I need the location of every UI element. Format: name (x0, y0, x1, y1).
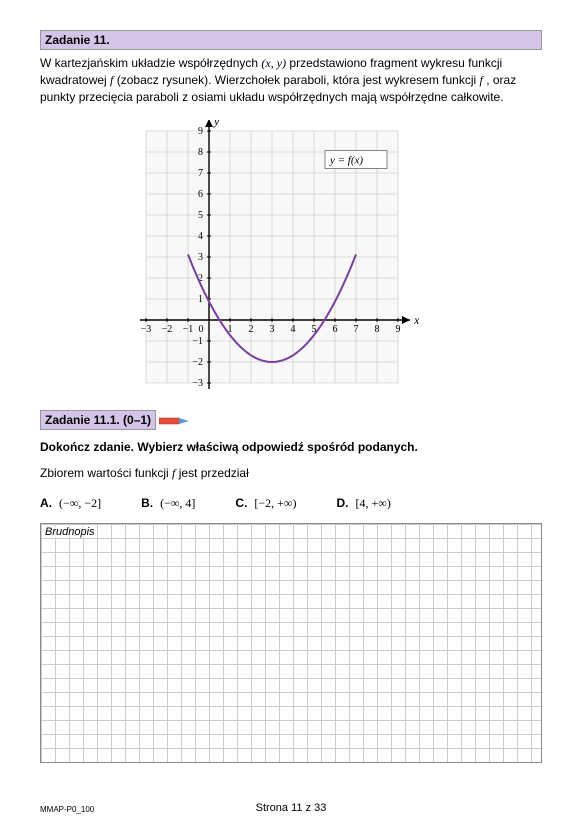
parabola-chart: −3−2−10123456789−3−2−1123456789xyy = f(x… (131, 120, 451, 390)
choices-row: A. (−∞, −2] B. (−∞, 4] C. [−2, +∞) D. [4… (40, 496, 542, 511)
choice-text-b: (−∞, 4] (160, 496, 195, 510)
svg-text:3: 3 (270, 324, 275, 335)
body-xy: (x, y) (261, 56, 286, 70)
range-p2: jest przedział (179, 466, 249, 480)
svg-text:−1: −1 (192, 336, 203, 347)
choice-text-a: (−∞, −2] (59, 496, 101, 510)
svg-text:8: 8 (375, 324, 380, 335)
choice-b[interactable]: B. (−∞, 4] (141, 496, 195, 511)
svg-text:0: 0 (199, 324, 204, 335)
svg-text:9: 9 (396, 324, 401, 335)
svg-text:y = f(x): y = f(x) (329, 155, 363, 167)
svg-text:9: 9 (198, 126, 203, 137)
body-p1: W kartezjańskim układzie współrzędnych (40, 56, 261, 70)
choice-c[interactable]: C. [−2, +∞) (235, 496, 296, 511)
choice-label-b: B. (141, 496, 153, 510)
body-f2: f (480, 73, 483, 87)
task-header: Zadanie 11. (40, 30, 542, 50)
doc-code: MMAP-P0_100 (40, 805, 94, 814)
svg-text:−3: −3 (192, 378, 203, 389)
choice-text-d: [4, +∞) (356, 496, 391, 510)
draft-area: Brudnopis (40, 523, 542, 763)
range-text: Zbiorem wartości funkcji f jest przedzia… (40, 466, 542, 481)
pencil-icon (159, 415, 194, 427)
svg-text:−2: −2 (162, 324, 173, 335)
svg-text:6: 6 (333, 324, 338, 335)
body-f1: f (110, 73, 113, 87)
svg-text:5: 5 (198, 210, 203, 221)
svg-text:7: 7 (354, 324, 359, 335)
subtask-instruction: Dokończ zdanie. Wybierz właściwą odpowie… (40, 440, 542, 454)
choice-label-d: D. (337, 496, 349, 510)
body-p3: (zobacz rysunek). Wierzchołek paraboli, … (117, 73, 480, 87)
choice-text-c: [−2, +∞) (254, 496, 296, 510)
svg-text:6: 6 (198, 189, 203, 200)
svg-text:−2: −2 (192, 357, 203, 368)
svg-text:−3: −3 (141, 324, 152, 335)
svg-text:4: 4 (198, 231, 203, 242)
choice-a[interactable]: A. (−∞, −2] (40, 496, 101, 511)
svg-text:8: 8 (198, 147, 203, 158)
choice-label-c: C. (235, 496, 247, 510)
svg-text:1: 1 (198, 294, 203, 305)
subtask-header: Zadanie 11.1. (0–1) (40, 410, 156, 430)
svg-text:7: 7 (198, 168, 203, 179)
range-p1: Zbiorem wartości funkcji (40, 466, 172, 480)
task-body: W kartezjańskim układzie współrzędnych (… (40, 55, 542, 105)
svg-text:2: 2 (249, 324, 254, 335)
svg-text:y: y (213, 120, 220, 128)
subtask-header-row: Zadanie 11.1. (0–1) (40, 410, 542, 435)
chart-container: −3−2−10123456789−3−2−1123456789xyy = f(x… (40, 120, 542, 390)
draft-label: Brudnopis (45, 526, 95, 538)
range-f: f (172, 466, 175, 480)
choice-label-a: A. (40, 496, 52, 510)
svg-text:−1: −1 (183, 324, 194, 335)
svg-text:x: x (413, 313, 420, 327)
svg-text:4: 4 (291, 324, 296, 335)
choice-d[interactable]: D. [4, +∞) (337, 496, 391, 511)
svg-text:3: 3 (198, 252, 203, 263)
